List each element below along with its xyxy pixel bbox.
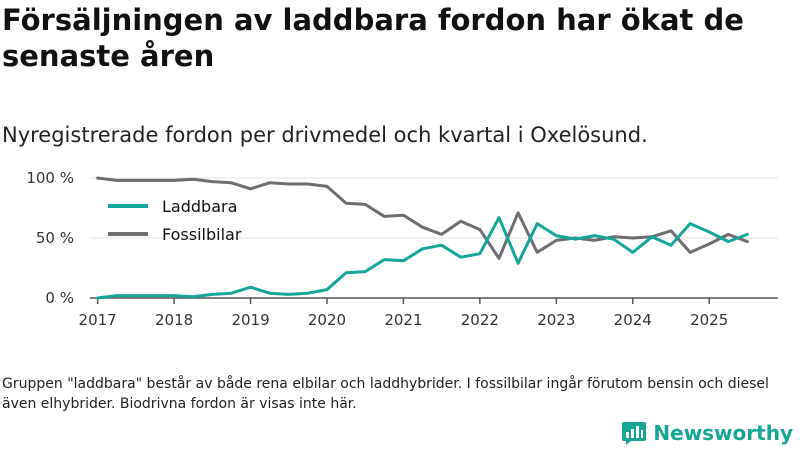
y-tick-label: 100 % (26, 169, 74, 187)
x-tick-label: 2017 (79, 311, 117, 329)
line-chart: 0 % 50 % 100 % 2017 2018 2019 2020 2021 2022 2023… (26, 169, 778, 329)
chart-title: Försäljningen av laddbara fordon har öka… (2, 3, 744, 73)
series-lines (96, 176, 749, 300)
newsworthy-chart-icon (622, 422, 647, 445)
brand-logo: Newsworthy (621, 420, 793, 446)
legend: Laddbara Fossilbilar (108, 197, 242, 244)
x-tick-label: 2022 (461, 311, 499, 329)
x-tick-label: 2023 (537, 311, 575, 329)
x-tick-label: 2021 (384, 311, 422, 329)
axes: 0 % 50 % 100 % 2017 2018 2019 2020 2021 2022 2023… (26, 169, 778, 329)
y-tick-label: 0 % (45, 289, 74, 307)
brand-name: Newsworthy (653, 421, 793, 445)
x-tick-label: 2024 (614, 311, 652, 329)
x-tick-label: 2020 (308, 311, 346, 329)
series-line-laddbara (96, 216, 749, 300)
gridlines (90, 177, 778, 239)
legend-label-laddbara: Laddbara (162, 197, 237, 216)
series-line-fossil (96, 176, 749, 260)
x-tick-label: 2025 (690, 311, 728, 329)
x-tick-label: 2019 (231, 311, 269, 329)
legend-label-fossil: Fossilbilar (162, 225, 242, 244)
footnote: Gruppen "laddbara" består av både rena e… (2, 376, 769, 412)
x-tick-label: 2018 (155, 311, 193, 329)
y-tick-label: 50 % (36, 229, 74, 247)
chart-subtitle: Nyregistrerade fordon per drivmedel och … (2, 123, 648, 147)
